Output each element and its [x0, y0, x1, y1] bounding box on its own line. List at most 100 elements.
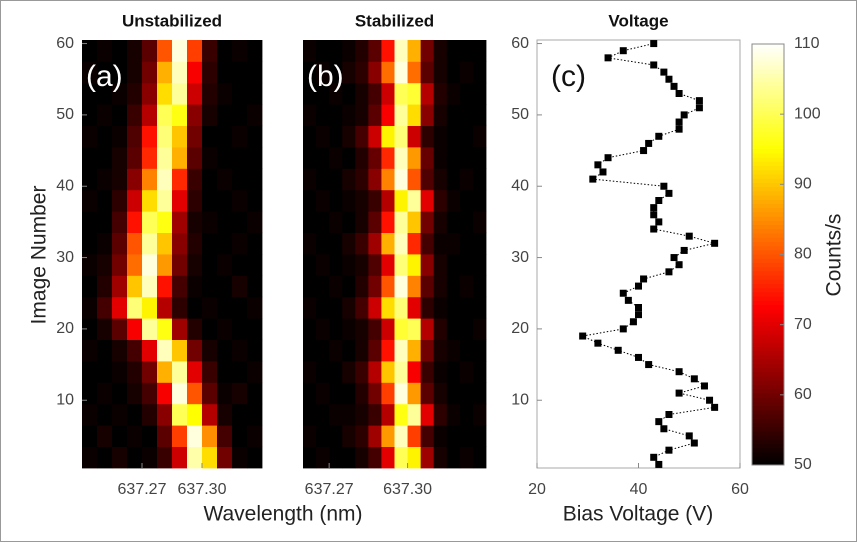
x-tick-label: 40	[630, 481, 648, 498]
heatmap-cell	[459, 147, 474, 169]
heatmap-cell	[157, 275, 173, 298]
heatmap-cell	[172, 168, 188, 191]
heatmap-cell	[127, 168, 143, 191]
heatmap-cell	[368, 82, 382, 105]
colorbar-segment	[752, 271, 784, 277]
heatmap-cell	[459, 446, 474, 469]
heatmap-cell	[142, 296, 158, 319]
heatmap-cell	[459, 425, 474, 447]
heatmap-cell	[316, 147, 330, 169]
heatmap-cell	[368, 168, 382, 191]
heatmap-cell	[342, 104, 356, 126]
heatmap-cell	[329, 425, 343, 447]
heatmap-cell	[368, 61, 382, 84]
colorbar-segment	[752, 422, 784, 428]
heatmap-cell	[172, 232, 188, 255]
y-axis-label: Image Number	[28, 186, 51, 325]
x-tick-label: 637.27	[305, 481, 354, 498]
data-point	[640, 147, 648, 155]
heatmap-cell	[82, 403, 98, 426]
colorbar-segment	[752, 414, 784, 420]
data-point	[645, 361, 653, 369]
data-point	[594, 161, 602, 169]
y-tick-label: 30	[56, 249, 74, 266]
heatmap-cell	[446, 61, 461, 84]
heatmap-cell	[247, 147, 263, 169]
heatmap-cell	[303, 82, 317, 105]
data-point	[675, 368, 683, 376]
heatmap-cell	[82, 382, 98, 405]
data-point	[650, 453, 658, 461]
heatmap-cell	[420, 446, 435, 469]
data-point	[655, 132, 663, 140]
colorbar-segment	[752, 170, 784, 176]
heatmap-cell	[446, 168, 461, 191]
heatmap-cell	[355, 318, 369, 340]
data-point	[624, 296, 632, 304]
heatmap-cell	[381, 147, 395, 169]
heatmap-cell	[232, 147, 248, 169]
heatmap-cell	[316, 211, 330, 233]
heatmap-cell	[187, 275, 203, 298]
heatmap-cell	[172, 318, 188, 340]
heatmap-cell	[217, 189, 233, 212]
heatmap-cell	[433, 254, 448, 276]
colorbar-segment	[752, 376, 784, 382]
heatmap-cell	[381, 189, 395, 212]
colorbar-segment	[752, 250, 784, 255]
heatmap-cell	[381, 382, 395, 405]
heatmap-cell	[247, 296, 263, 319]
panel-title: Voltage	[608, 11, 668, 30]
heatmap-cell	[112, 40, 128, 62]
heatmap-cell	[112, 104, 128, 126]
heatmap-cell	[202, 104, 218, 126]
heatmap-cell	[355, 189, 369, 212]
x-tick-label: 637.30	[383, 481, 432, 498]
heatmap-cell	[247, 61, 263, 84]
heatmap-cell	[127, 339, 143, 362]
heatmap-cell	[394, 425, 408, 447]
heatmap-cell	[157, 425, 173, 447]
heatmap-cell	[187, 82, 203, 105]
heatmap-cell	[355, 446, 369, 469]
heatmap-cell	[157, 382, 173, 405]
heatmap-cell	[420, 403, 435, 426]
heatmap-cell	[232, 361, 248, 383]
data-point	[614, 346, 622, 354]
heatmap-cell	[303, 446, 317, 469]
colorbar-segment	[752, 342, 784, 348]
data-point	[680, 111, 688, 119]
heatmap-cell	[142, 232, 158, 255]
heatmap-cell	[247, 232, 263, 255]
heatmap-cell	[112, 339, 128, 362]
data-point	[695, 104, 703, 112]
heatmap-cell	[316, 318, 330, 340]
colorbar-segment	[752, 132, 784, 138]
heatmap-cell	[316, 382, 330, 405]
plot-frame	[536, 39, 741, 469]
colorbar-tick-label: 100	[794, 105, 821, 122]
heatmap-cell	[202, 147, 218, 169]
heatmap-cell	[394, 361, 408, 383]
heatmap-cell	[142, 125, 158, 148]
heatmap-cell	[433, 125, 448, 148]
heatmap-cell	[202, 296, 218, 319]
heatmap-cell	[217, 232, 233, 255]
heatmap-cell	[459, 104, 474, 126]
heatmap-cell	[316, 275, 330, 298]
colorbar-tick-label: 50	[794, 456, 812, 473]
colorbar-segment	[752, 94, 784, 100]
heatmap-cell	[420, 211, 435, 233]
heatmap-cell	[381, 40, 395, 62]
heatmap-cell	[368, 211, 382, 233]
heatmap-cell	[232, 446, 248, 469]
heatmap-cell	[97, 61, 113, 84]
heatmap-cell	[472, 296, 487, 319]
colorbar-segment	[752, 208, 784, 213]
heatmap-cell	[407, 125, 422, 148]
heatmap-cell	[407, 189, 422, 212]
heatmap-cell	[472, 147, 487, 169]
heatmap-cell	[303, 318, 317, 340]
heatmap-cell	[394, 254, 408, 276]
heatmap-cell	[368, 232, 382, 255]
